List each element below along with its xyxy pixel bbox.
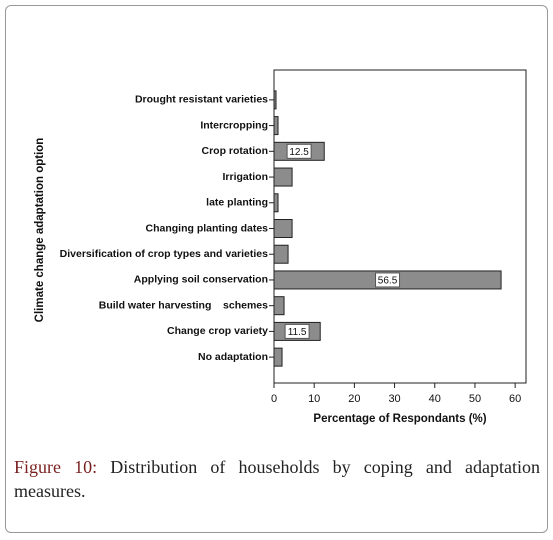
caption-text: Distribution of households by coping and… xyxy=(14,457,541,501)
y-tick-label: Crop rotation xyxy=(202,145,269,157)
x-tick-label: 10 xyxy=(308,393,320,405)
bar xyxy=(273,347,283,367)
y-axis-title: Climate change adaptation option xyxy=(34,138,46,323)
y-tick-label: Applying soil conservation xyxy=(134,274,268,286)
x-tick-label: 50 xyxy=(469,393,481,405)
x-tick-label: 40 xyxy=(429,393,441,405)
value-label-box xyxy=(284,323,310,339)
bar xyxy=(273,219,293,238)
y-tick-label: Irrigation xyxy=(222,171,268,183)
bar xyxy=(273,296,285,316)
chart: Percentage of Respondants (%) Climate ch… xyxy=(34,69,527,425)
bar xyxy=(273,116,279,136)
bar xyxy=(273,90,277,110)
caption: Figure 10: Distribution of households by… xyxy=(14,455,540,503)
y-tick-label: late planting xyxy=(206,197,268,209)
y-tick-label: Diversification of crop types and variet… xyxy=(60,248,268,260)
x-tick-label: 20 xyxy=(348,393,360,405)
x-tick-label: 60 xyxy=(509,393,521,405)
value-label: 56.5 xyxy=(378,276,398,287)
bar xyxy=(273,193,279,213)
x-tick-label: 0 xyxy=(271,393,277,405)
x-axis-title: Percentage of Respondants (%) xyxy=(313,413,486,425)
caption-label: Figure 10: xyxy=(14,457,98,477)
value-label-box xyxy=(375,272,401,288)
value-label-box xyxy=(286,143,312,159)
figure-frame xyxy=(5,5,548,533)
y-tick-label: No adaptation xyxy=(198,351,268,363)
y-tick-label: Drought resistant varieties xyxy=(135,94,268,106)
y-tick-label: Change crop variety xyxy=(167,325,268,337)
x-tick-label: 30 xyxy=(388,393,400,405)
value-label: 11.5 xyxy=(288,327,307,338)
value-label: 12.5 xyxy=(289,147,309,158)
y-tick-label: Intercropping xyxy=(200,119,268,131)
y-tick-label: Changing planting dates xyxy=(146,222,269,234)
bar xyxy=(273,244,289,264)
y-tick-label: Build water harvesting schemes xyxy=(99,299,268,311)
bar xyxy=(273,167,293,187)
